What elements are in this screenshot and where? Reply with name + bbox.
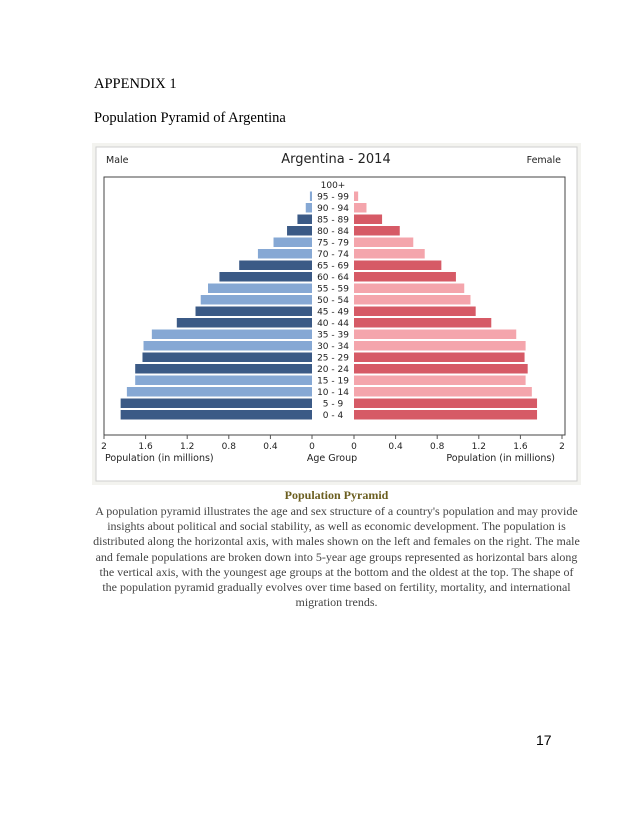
page-number: 17 — [536, 732, 552, 748]
x-axis-label-right: Population (in millions) — [446, 453, 555, 464]
male-bar-15 — [142, 352, 312, 362]
age-group-label: 85 - 89 — [317, 216, 349, 226]
female-bar-2 — [354, 203, 367, 213]
female-bar-5 — [354, 237, 414, 247]
female-bar-19 — [354, 398, 538, 408]
female-bar-6 — [354, 249, 425, 259]
male-bar-16 — [135, 364, 312, 374]
male-bar-20 — [120, 410, 312, 420]
population-pyramid-figure: Argentina - 2014 Male Female 100+ 95 - 99… — [92, 143, 581, 485]
female-bar-9 — [354, 283, 465, 293]
tick-label-right-4: 1.6 — [513, 442, 528, 452]
female-bar-1 — [354, 191, 359, 201]
x-axis-label-center: Age Group — [307, 453, 357, 464]
age-group-label: 55 - 59 — [317, 285, 349, 295]
female-bar-18 — [354, 387, 532, 397]
tick-label-left-0: 2 — [101, 442, 107, 452]
male-bar-1 — [309, 191, 312, 201]
age-group-label: 90 - 94 — [317, 204, 349, 214]
age-group-label: 25 - 29 — [317, 354, 349, 364]
male-bar-4 — [287, 226, 312, 236]
age-group-label: 0 - 4 — [323, 411, 344, 421]
female-bar-4 — [354, 226, 400, 236]
chart-title: Argentina - 2014 — [281, 152, 390, 167]
tick-label-right-5: 2 — [559, 442, 565, 452]
male-bar-18 — [126, 387, 312, 397]
age-group-label: 30 - 34 — [317, 342, 349, 352]
female-bar-16 — [354, 364, 528, 374]
female-bar-17 — [354, 375, 526, 385]
male-bar-11 — [195, 306, 312, 316]
female-bar-11 — [354, 306, 476, 316]
age-group-label: 45 - 49 — [317, 308, 349, 318]
female-bar-12 — [354, 318, 492, 328]
female-bar-7 — [354, 260, 442, 270]
male-bar-5 — [273, 237, 312, 247]
age-group-label: 10 - 14 — [317, 388, 349, 398]
age-group-label: 80 - 84 — [317, 227, 349, 237]
male-bar-12 — [176, 318, 312, 328]
female-bar-10 — [354, 295, 471, 305]
age-group-label: 40 - 44 — [317, 319, 349, 329]
male-bar-3 — [297, 214, 312, 224]
age-group-label: 65 - 69 — [317, 262, 349, 272]
male-bar-10 — [200, 295, 312, 305]
tick-label-left-3: 0.8 — [222, 442, 237, 452]
male-bar-7 — [239, 260, 312, 270]
tick-label-right-3: 1.2 — [472, 442, 486, 452]
female-bar-3 — [354, 214, 383, 224]
male-bar-6 — [257, 249, 312, 259]
age-group-label: 95 - 99 — [317, 193, 349, 203]
age-group-label: 100+ — [321, 181, 346, 191]
female-bar-13 — [354, 329, 517, 339]
age-group-label: 70 - 74 — [317, 250, 349, 260]
male-bar-19 — [120, 398, 312, 408]
figure-caption-title: Population Pyramid — [284, 488, 389, 502]
female-bar-8 — [354, 272, 456, 282]
age-group-label: 15 - 19 — [317, 377, 349, 387]
age-group-label: 50 - 54 — [317, 296, 349, 306]
male-bar-13 — [151, 329, 312, 339]
age-group-label: 20 - 24 — [317, 365, 349, 375]
male-bar-14 — [143, 341, 312, 351]
tick-label-left-1: 1.6 — [138, 442, 153, 452]
female-bar-20 — [354, 410, 538, 420]
tick-label-right-1: 0.4 — [388, 442, 403, 452]
female-bar-15 — [354, 352, 525, 362]
male-label: Male — [106, 155, 129, 166]
age-group-label: 75 - 79 — [317, 239, 349, 249]
age-group-label: 60 - 64 — [317, 273, 349, 283]
male-bar-2 — [305, 203, 312, 213]
female-bar-14 — [354, 341, 526, 351]
tick-label-left-5: 0 — [309, 442, 315, 452]
male-bar-8 — [219, 272, 312, 282]
tick-label-left-2: 1.2 — [180, 442, 194, 452]
age-group-label: 5 - 9 — [323, 400, 344, 410]
tick-label-right-0: 0 — [351, 442, 357, 452]
male-bar-17 — [135, 375, 312, 385]
population-pyramid-chart: Argentina - 2014 Male Female 100+ 95 - 99… — [95, 146, 578, 482]
document-title: Population Pyramid of Argentina — [94, 110, 286, 126]
female-label: Female — [527, 155, 562, 166]
age-group-label: 35 - 39 — [317, 331, 349, 341]
tick-label-right-2: 0.8 — [430, 442, 445, 452]
appendix-label: APPENDIX 1 — [94, 76, 177, 92]
male-bar-9 — [208, 283, 312, 293]
tick-label-left-4: 0.4 — [263, 442, 278, 452]
x-axis-label-left: Population (in millions) — [105, 453, 214, 464]
figure-caption-text: A population pyramid illustrates the age… — [93, 504, 580, 610]
